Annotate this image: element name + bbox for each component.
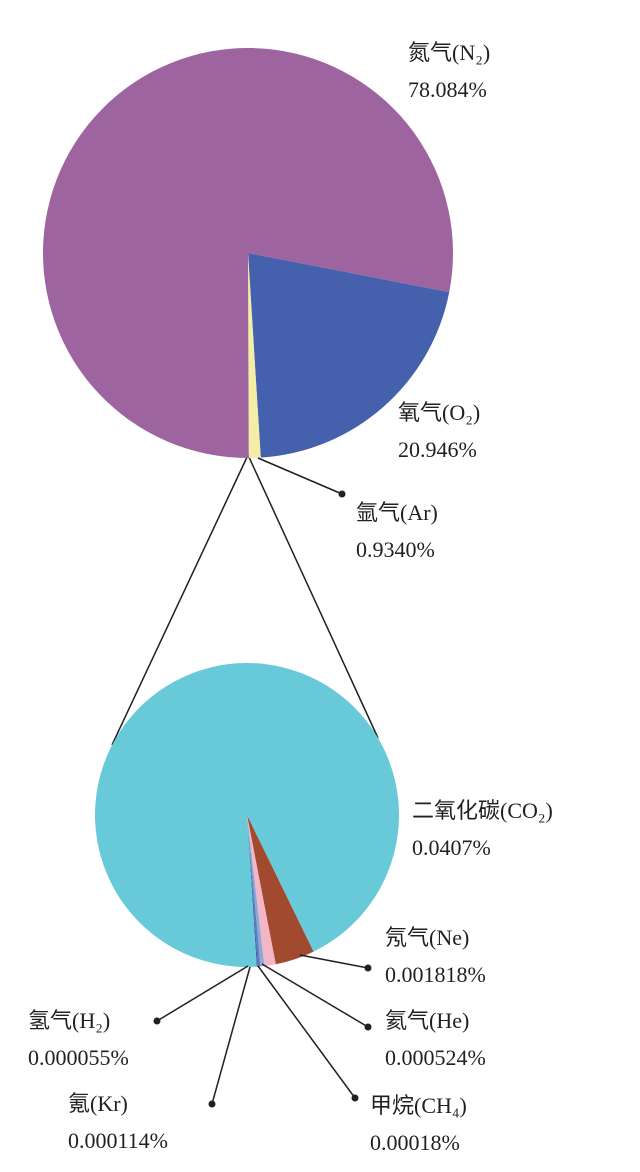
value-label: 0.000524%: [385, 1045, 486, 1070]
pie-slice: [248, 253, 261, 458]
leader-dot: [338, 490, 346, 498]
leader-line: [211, 966, 251, 1105]
pie-slice: [247, 815, 265, 967]
slice-label: 二氧化碳(CO₂): [412, 798, 553, 823]
leader-line: [257, 457, 343, 495]
slice-label: 氢气(H₂): [28, 1008, 110, 1033]
zoom-line: [247, 454, 379, 739]
value-label: 0.001818%: [385, 962, 486, 987]
slice-label: 甲烷(CH₄): [370, 1093, 467, 1118]
pie-slice: [94, 663, 400, 967]
slice-label: 氩气(Ar): [356, 500, 438, 525]
slice-label: 氦气(He): [385, 1008, 469, 1033]
value-label: 78.084%: [408, 77, 487, 102]
leader-line: [261, 963, 369, 1028]
leader-dot: [153, 1017, 161, 1025]
pie-slice: [247, 815, 276, 967]
pie-slice: [248, 253, 450, 458]
slice-label: 氮气(N₂): [408, 40, 490, 65]
value-label: 0.9340%: [356, 537, 435, 562]
pie-slice: [247, 815, 258, 967]
zoom-line: [111, 454, 249, 746]
leader-dot: [351, 1094, 359, 1102]
value-label: 20.946%: [398, 437, 477, 462]
pie-slice: [247, 815, 261, 967]
slice-label: 氪(Kr): [68, 1091, 128, 1116]
leader-dot: [364, 1023, 372, 1031]
leader-line: [156, 965, 249, 1022]
value-label: 0.000055%: [28, 1045, 129, 1070]
leader-dot: [364, 964, 372, 972]
pie-slice: [247, 815, 314, 965]
slice-label: 氧气(O₂): [398, 400, 480, 425]
leader-line: [257, 965, 356, 1099]
leader-line: [299, 954, 369, 969]
value-label: 0.0407%: [412, 835, 491, 860]
slice-label: 氖气(Ne): [385, 925, 469, 950]
value-label: 0.000114%: [68, 1128, 168, 1153]
pie-slice: [43, 48, 453, 459]
value-label: 0.00018%: [370, 1130, 460, 1155]
leader-dot: [208, 1100, 216, 1108]
